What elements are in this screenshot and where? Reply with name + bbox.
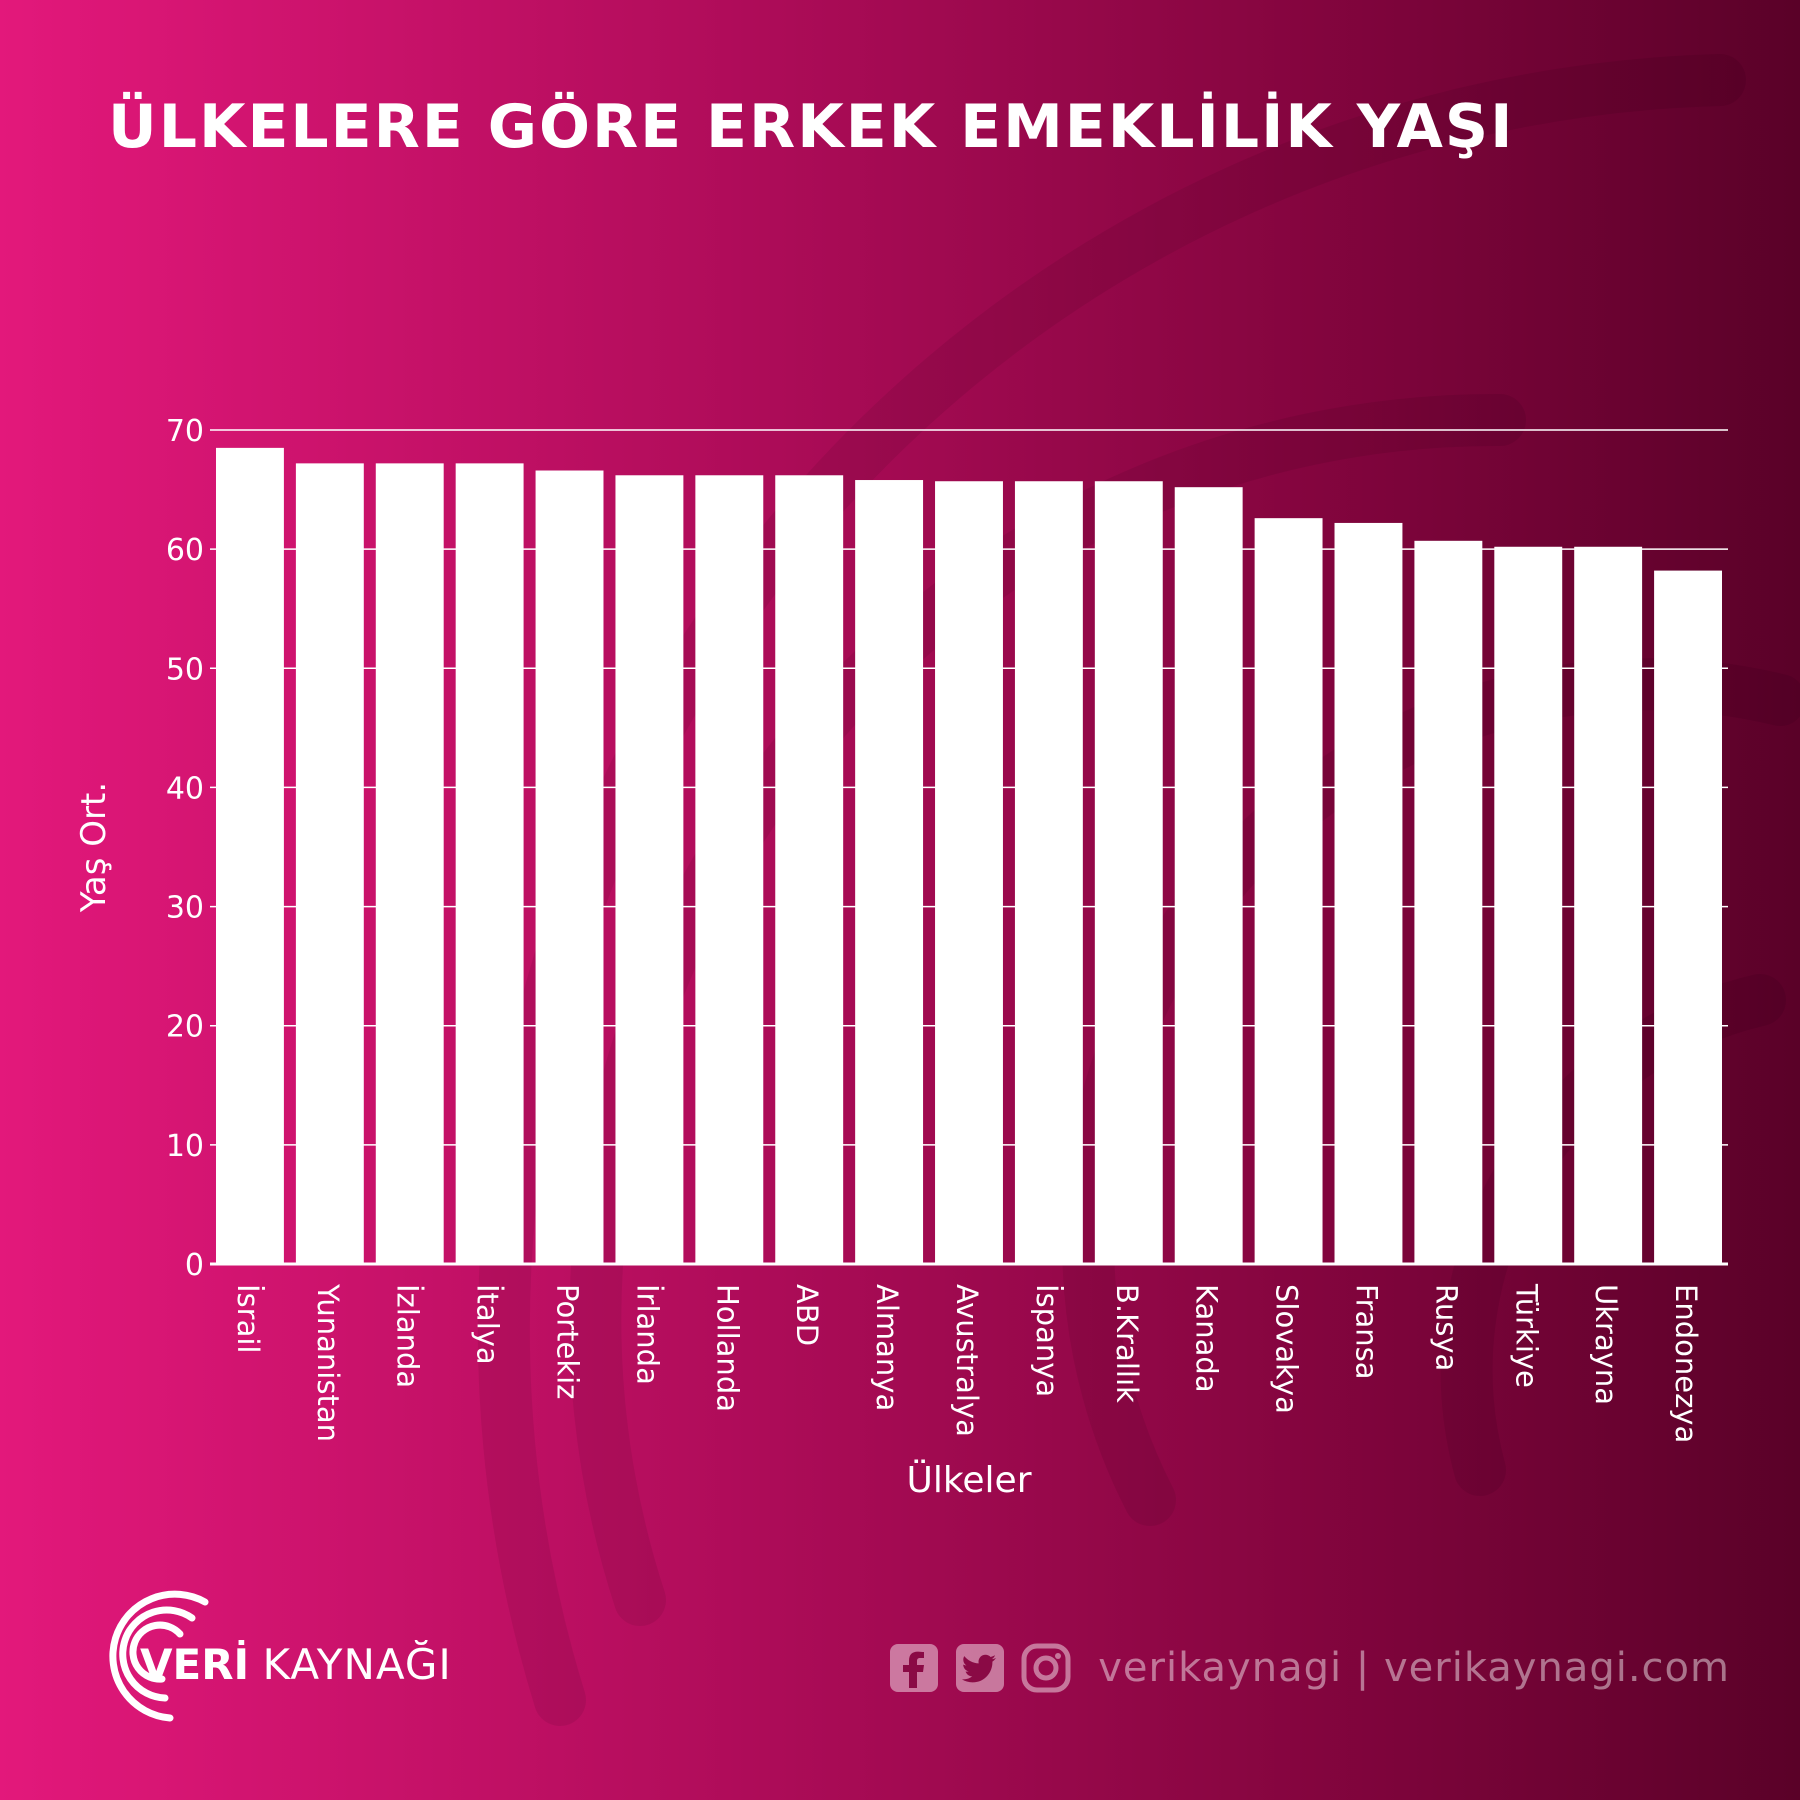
brand-name-light: KAYNAĞI: [262, 1640, 452, 1689]
y-tick-label: 60: [166, 533, 204, 568]
social-links: verikaynagi | verikaynagi.com: [888, 1640, 1730, 1696]
bar-12: [1174, 487, 1243, 1264]
instagram-icon[interactable]: [1020, 1642, 1072, 1694]
social-handle-text: verikaynagi | verikaynagi.com: [1098, 1645, 1730, 1691]
y-axis-label: Yaş Ort.: [74, 782, 114, 913]
x-tick-label: Rusya: [1429, 1284, 1463, 1371]
x-tick-label: Kanada: [1190, 1284, 1224, 1393]
x-tick-label: Almanya: [870, 1284, 904, 1411]
y-tick-label: 10: [166, 1129, 204, 1164]
bar-8: [855, 480, 924, 1264]
bar-6: [695, 475, 764, 1264]
bar-16: [1494, 546, 1563, 1264]
y-tick-label: 0: [185, 1248, 204, 1283]
x-tick-label: Hollanda: [710, 1284, 744, 1412]
y-tick-label: 40: [166, 771, 204, 806]
x-tick-label: Fransa: [1349, 1284, 1383, 1380]
bar-7: [775, 475, 844, 1264]
bar-15: [1414, 540, 1483, 1264]
bars: [215, 447, 1723, 1265]
bar-4: [535, 470, 604, 1265]
y-axis-ticks: 0 10 20 30 40 50 60 70: [166, 414, 204, 1283]
bar-10: [1014, 481, 1083, 1264]
bar-14: [1334, 522, 1403, 1264]
x-tick-label: İzlanda: [391, 1284, 425, 1388]
x-tick-label: ABD: [790, 1284, 824, 1346]
chart-title: ÜLKELERE GÖRE ERKEK EMEKLİLİK YAŞI: [108, 92, 1515, 162]
bar-17: [1574, 546, 1643, 1264]
x-tick-label: İspanya: [1030, 1284, 1064, 1397]
x-tick-label: Yunanistan: [311, 1283, 345, 1442]
bar-9: [935, 481, 1003, 1264]
x-tick-label: Ukrayna: [1589, 1284, 1623, 1405]
x-tick-label: İtalya: [471, 1284, 505, 1365]
bar-2: [375, 463, 444, 1264]
bar-13: [1254, 518, 1323, 1264]
bar-0: [215, 447, 284, 1264]
y-tick-label: 70: [166, 414, 204, 449]
bar-11: [1094, 481, 1163, 1264]
bar-3: [455, 463, 524, 1264]
brand-name-bold: VERİ: [140, 1640, 250, 1689]
x-tick-label: Avustralya: [950, 1284, 984, 1437]
x-axis-ticks: İsrail Yunanistan İzlanda İtalya Portekiz İrl…: [231, 1283, 1703, 1443]
x-axis-label: Ülkeler: [906, 1459, 1031, 1501]
x-tick-label: Türkiye: [1509, 1283, 1543, 1388]
y-tick-label: 20: [166, 1010, 204, 1045]
bar-5: [615, 475, 684, 1264]
twitter-icon[interactable]: [954, 1642, 1006, 1694]
x-tick-label: Slovakya: [1270, 1284, 1304, 1414]
x-tick-label: B.Krallık: [1110, 1284, 1144, 1403]
veri-kaynagi-logo-icon: [109, 1590, 209, 1722]
x-tick-label: Portekiz: [551, 1284, 585, 1399]
y-tick-label: 50: [166, 652, 204, 687]
bar-1: [295, 463, 364, 1264]
x-tick-label: İsrail: [231, 1284, 265, 1353]
x-tick-label: Endonezya: [1669, 1284, 1703, 1443]
x-tick-label: İrlanda: [630, 1284, 664, 1385]
brand-name: VERİ KAYNAĞI: [140, 1640, 452, 1689]
facebook-icon[interactable]: [888, 1642, 940, 1694]
bar-18: [1654, 570, 1723, 1264]
y-tick-label: 30: [166, 891, 204, 926]
